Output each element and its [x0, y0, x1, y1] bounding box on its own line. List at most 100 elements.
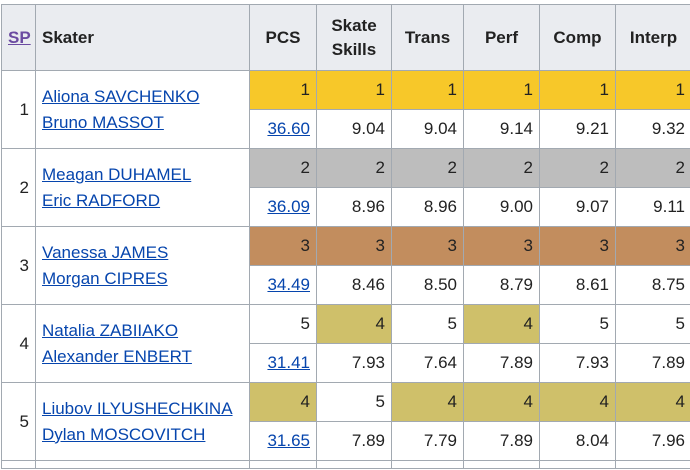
pcs-score-link[interactable]: 36.09: [267, 197, 310, 216]
perf-header: Perf: [463, 4, 540, 71]
skater-link-2[interactable]: Bruno MASSOT: [42, 112, 164, 132]
component-score-cell: 7.89: [463, 343, 540, 383]
component-rank-cell: 5: [316, 382, 392, 422]
pcs-score-link[interactable]: 31.41: [267, 353, 310, 372]
component-score-cell: 8.79: [463, 265, 540, 305]
stub-cell: [316, 460, 392, 469]
component-rank-cell: 2: [391, 148, 464, 188]
component-rank-cell: 5: [249, 304, 317, 344]
skater-link-2[interactable]: Alexander ENBERT: [42, 346, 192, 366]
component-rank-cell: 3: [249, 226, 317, 266]
stub-cell: [249, 460, 317, 469]
skater-link-2[interactable]: Morgan CIPRES: [42, 268, 168, 288]
skater-link-1[interactable]: Vanessa JAMES: [42, 242, 169, 262]
sp-rank: 3: [1, 226, 36, 305]
skater-rank-row: 2 Meagan DUHAMEL Eric RADFORD 2 2 2 2 2 2: [1, 148, 690, 227]
component-rank-cell: 3: [539, 226, 616, 266]
component-score-cell: 8.96: [316, 187, 392, 227]
component-score-cell: 9.04: [391, 109, 464, 149]
component-score-cell: 7.89: [615, 343, 690, 383]
pcs-score-link[interactable]: 34.49: [267, 275, 310, 294]
skater-names: Natalia ZABIIAKO Alexander ENBERT: [35, 304, 250, 383]
component-rank-cell: 5: [539, 304, 616, 344]
component-rank-cell: 1: [249, 70, 317, 110]
skater-link-2[interactable]: Dylan MOSCOVITCH: [42, 424, 206, 444]
sp-rank: 2: [1, 148, 36, 227]
component-score-cell: 9.07: [539, 187, 616, 227]
skater-rank-row: 1 Aliona SAVCHENKO Bruno MASSOT 1 1 1 1 1 1: [1, 70, 690, 149]
component-score-cell: 9.14: [463, 109, 540, 149]
component-rank-cell: 2: [316, 148, 392, 188]
comp-header: Comp: [539, 4, 616, 71]
interp-header: Interp: [615, 4, 690, 71]
component-rank-cell: 1: [463, 70, 540, 110]
component-rank-cell: 1: [316, 70, 392, 110]
component-score-cell: 8.96: [391, 187, 464, 227]
component-rank-cell: 5: [615, 304, 690, 344]
component-score-cell: 7.93: [539, 343, 616, 383]
component-score-cell: 9.00: [463, 187, 540, 227]
component-score-cell: 8.46: [316, 265, 392, 305]
skater-link-1[interactable]: Liubov ILYUSHECHKINA: [42, 398, 233, 418]
sp-rank: 1: [1, 70, 36, 149]
component-rank-cell: 4: [316, 304, 392, 344]
sp-rank: 5: [1, 382, 36, 461]
skater-link-1[interactable]: Meagan DUHAMEL: [42, 164, 192, 184]
skater-names: Vanessa JAMES Morgan CIPRES: [35, 226, 250, 305]
skater-rank-row: 5 Liubov ILYUSHECHKINA Dylan MOSCOVITCH 4 5 4…: [1, 382, 690, 461]
stub-cell: [539, 460, 616, 469]
component-rank-cell: 1: [391, 70, 464, 110]
component-score-cell: 7.93: [316, 343, 392, 383]
pcs-cell: 31.65: [249, 421, 317, 461]
skater-header: Skater: [35, 4, 250, 71]
component-rank-cell: 2: [249, 148, 317, 188]
component-rank-cell: 1: [615, 70, 690, 110]
sp-sort-link[interactable]: SP: [8, 27, 31, 47]
component-rank-cell: 3: [615, 226, 690, 266]
skater-link-1[interactable]: Aliona SAVCHENKO: [42, 86, 200, 106]
component-score-cell: 9.21: [539, 109, 616, 149]
stub-cell: [615, 460, 690, 469]
skater-link-1[interactable]: Natalia ZABIIAKO: [42, 320, 179, 340]
component-score-cell: 9.11: [615, 187, 690, 227]
sort-sp-header[interactable]: SP: [1, 4, 36, 71]
next-row-stub: [1, 460, 690, 469]
skater-names: Meagan DUHAMEL Eric RADFORD: [35, 148, 250, 227]
pcs-header: PCS: [249, 4, 317, 71]
stub-cell: [35, 460, 250, 469]
component-score-cell: 9.32: [615, 109, 690, 149]
component-score-cell: 7.89: [316, 421, 392, 461]
component-rank-cell: 3: [391, 226, 464, 266]
pcs-score-link[interactable]: 36.60: [267, 119, 310, 138]
skater-score-row: 36.60 9.04 9.04 9.14 9.21 9.32: [2, 109, 690, 149]
component-score-cell: 7.89: [463, 421, 540, 461]
header-row: SP Skater PCS Skate Skills Trans Perf Com…: [1, 4, 690, 71]
pcs-cell: 31.41: [249, 343, 317, 383]
skate-skills-header: Skate Skills: [316, 4, 392, 71]
component-score-cell: 8.04: [539, 421, 616, 461]
component-rank-cell: 4: [249, 382, 317, 422]
component-score-cell: 7.96: [615, 421, 690, 461]
skater-score-row: 34.49 8.46 8.50 8.79 8.61 8.75: [2, 265, 690, 305]
component-rank-cell: 2: [463, 148, 540, 188]
standings-table: SP Skater PCS Skate Skills Trans Perf Com…: [1, 4, 690, 469]
component-rank-cell: 4: [391, 382, 464, 422]
component-rank-cell: 2: [615, 148, 690, 188]
sp-rank: 4: [1, 304, 36, 383]
skater-rank-row: 4 Natalia ZABIIAKO Alexander ENBERT 5 4 5 4 5 5: [1, 304, 690, 383]
skater-link-2[interactable]: Eric RADFORD: [42, 190, 161, 210]
trans-header: Trans: [391, 4, 464, 71]
component-rank-cell: 3: [463, 226, 540, 266]
pcs-cell: 34.49: [249, 265, 317, 305]
component-rank-cell: 1: [539, 70, 616, 110]
component-rank-cell: 4: [463, 382, 540, 422]
pcs-score-link[interactable]: 31.65: [267, 431, 310, 450]
component-rank-cell: 3: [316, 226, 392, 266]
component-score-cell: 8.50: [391, 265, 464, 305]
pcs-cell: 36.09: [249, 187, 317, 227]
component-rank-cell: 4: [615, 382, 690, 422]
skater-names: Aliona SAVCHENKO Bruno MASSOT: [35, 70, 250, 149]
component-score-cell: 8.75: [615, 265, 690, 305]
stub-cell: [463, 460, 540, 469]
component-score-cell: 9.04: [316, 109, 392, 149]
